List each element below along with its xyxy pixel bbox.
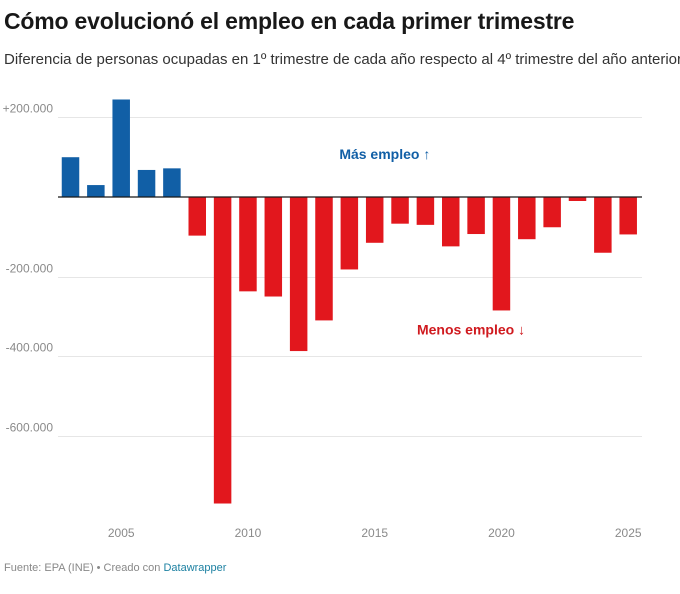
bar-2004 [87,185,105,198]
y-tick-label: +200.000 [3,102,54,116]
chart-subtitle: Diferencia de personas ocupadas en 1º tr… [4,51,680,68]
bar-2005 [112,99,130,198]
bar-2012 [289,197,308,352]
footer-separator: • [96,562,101,574]
bar-2008 [188,197,206,236]
bar-2015 [365,197,384,243]
y-tick-label: -400.000 [6,341,54,355]
x-tick-label: 2020 [488,526,515,540]
bar-2023 [568,197,587,201]
bar-2010 [239,197,257,292]
bar-2017 [416,197,435,225]
x-tick-label: 2015 [361,526,388,540]
bar-2009 [213,197,232,504]
bar-2014 [340,197,359,270]
datawrapper-link[interactable]: Datawrapper [163,562,227,574]
bar-2019 [467,197,485,235]
bar-2018 [442,197,460,247]
bar-2003 [61,157,80,198]
bar-2021 [518,197,536,240]
bar-2013 [315,197,333,321]
bar-2020 [492,197,511,311]
gridlines [58,117,642,437]
annotations: Más empleo ↑ Menos empleo ↓ [339,146,525,337]
bar-2007 [163,168,181,198]
x-axis-labels: 2005 2010 2015 2020 2025 [108,526,642,540]
bar-2016 [391,197,409,224]
x-tick-label: 2025 [615,526,642,540]
annotation-more-employment: Más empleo ↑ [339,146,430,162]
bar-2024 [594,197,612,253]
footer: Fuente: EPA (INE) • Creado con Datawrapper [4,562,226,574]
bar-2022 [543,197,561,228]
bar-2011 [264,197,283,297]
x-tick-label: 2005 [108,526,135,540]
credit-text: Creado con [103,562,161,574]
chart-title: Cómo evolucionó el empleo en cada primer… [4,8,575,34]
bar-2025 [619,197,637,235]
x-tick-label: 2010 [235,526,262,540]
y-tick-label: -600.000 [6,421,54,435]
annotation-less-employment: Menos empleo ↓ [417,321,525,337]
y-axis-labels: +200.000 -200.000 -400.000 -600.000 [3,102,54,435]
bar-2006 [137,169,156,198]
bars [61,99,637,504]
source-note: Fuente: EPA (INE) [4,562,94,574]
y-tick-label: -200.000 [6,262,54,276]
